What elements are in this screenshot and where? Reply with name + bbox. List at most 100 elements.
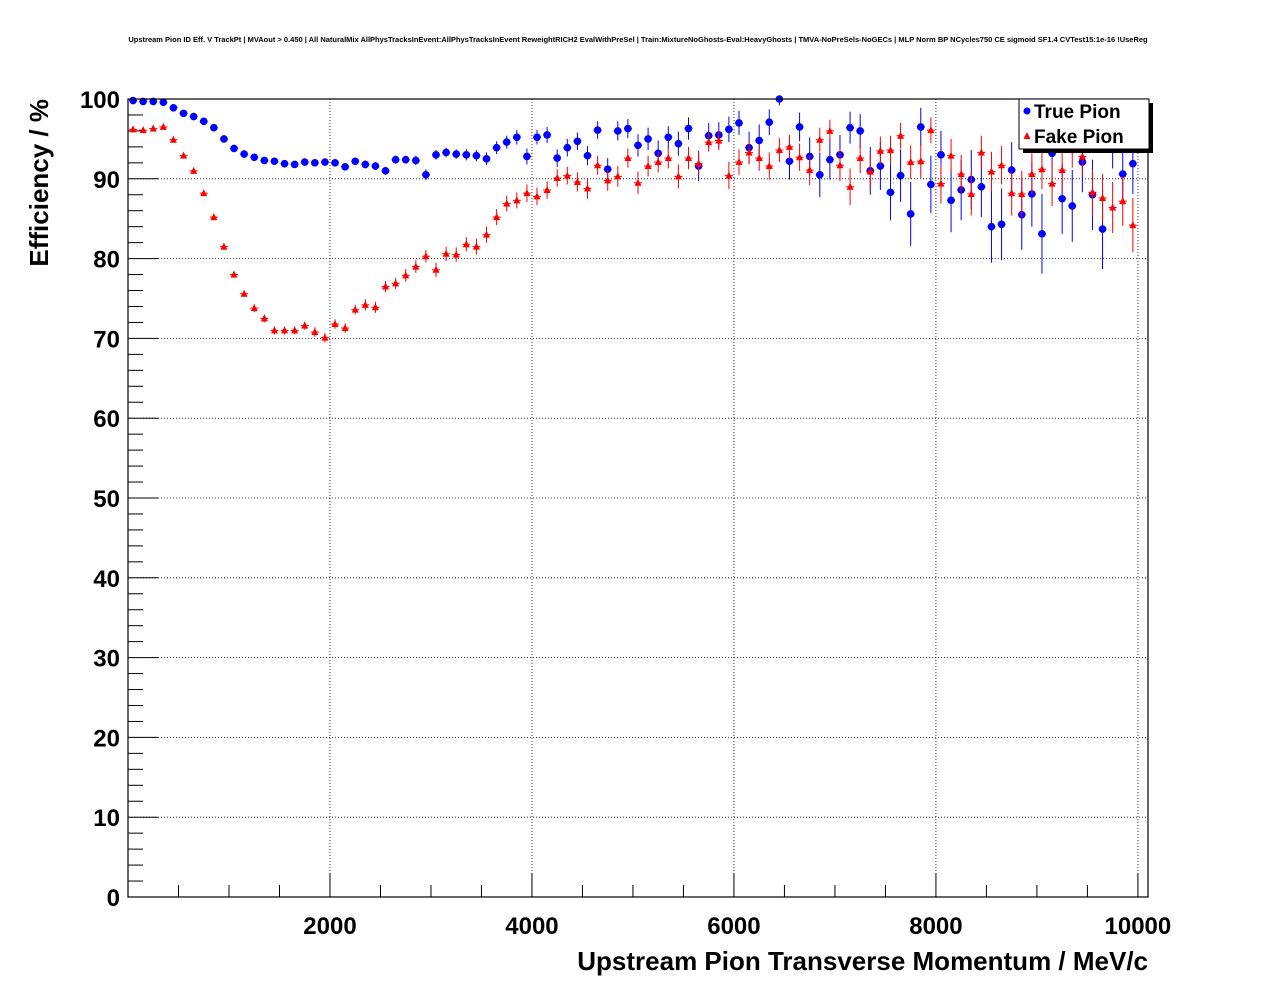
data-point xyxy=(1099,193,1107,201)
data-point xyxy=(139,126,147,134)
data-point xyxy=(311,159,319,167)
data-point xyxy=(906,210,915,218)
data-point xyxy=(947,196,955,205)
data-point xyxy=(492,143,501,152)
data-point xyxy=(1058,166,1066,174)
data-point xyxy=(311,328,319,336)
x-tick-label: 8000 xyxy=(909,913,962,940)
data-point xyxy=(634,178,642,186)
data-point xyxy=(401,155,410,164)
data-point xyxy=(796,153,804,161)
legend-label: True Pion xyxy=(1034,102,1121,123)
data-point xyxy=(1008,189,1016,197)
data-point xyxy=(220,242,228,250)
data-point xyxy=(290,160,299,169)
data-point xyxy=(412,262,420,270)
data-point xyxy=(573,137,582,146)
legend-box xyxy=(1018,98,1150,150)
legend-label: Fake Pion xyxy=(1034,127,1124,148)
data-point xyxy=(998,161,1006,169)
data-point xyxy=(452,250,460,258)
y-tick-label: 40 xyxy=(93,566,120,593)
data-point xyxy=(997,220,1006,229)
data-point xyxy=(725,171,733,179)
data-point xyxy=(957,170,965,178)
y-axis-title: Efficiency / % xyxy=(24,99,54,267)
y-tick-label: 20 xyxy=(93,725,120,752)
data-point xyxy=(947,151,955,159)
data-point xyxy=(210,213,218,221)
x-tick-label: 2000 xyxy=(303,913,356,940)
data-point xyxy=(432,151,440,159)
data-point xyxy=(624,124,632,133)
data-point xyxy=(179,109,188,118)
data-point xyxy=(674,172,682,180)
data-point xyxy=(624,154,632,162)
data-point xyxy=(654,158,662,166)
data-point xyxy=(442,148,450,157)
data-point xyxy=(129,96,137,105)
data-point xyxy=(603,165,612,174)
x-tick-label: 4000 xyxy=(505,913,558,940)
data-point xyxy=(614,172,622,180)
data-point xyxy=(533,133,541,142)
data-point xyxy=(674,139,683,148)
data-point xyxy=(644,162,652,170)
data-point xyxy=(765,162,773,170)
chart-title: Upstream Pion ID Eff. V TrackPt | MVAout… xyxy=(128,35,1148,44)
data-point xyxy=(897,131,905,139)
data-point xyxy=(826,155,834,164)
data-point xyxy=(513,196,521,204)
data-point xyxy=(280,159,289,168)
data-point xyxy=(391,155,400,164)
data-point xyxy=(735,158,743,166)
data-point xyxy=(573,177,581,185)
data-point xyxy=(392,279,400,287)
data-point xyxy=(270,157,279,166)
data-point xyxy=(402,271,410,279)
data-point xyxy=(806,166,814,174)
data-point xyxy=(250,153,259,162)
data-point xyxy=(1129,221,1137,229)
data-point xyxy=(381,167,390,175)
data-point xyxy=(169,135,177,143)
data-point xyxy=(1119,197,1127,205)
data-point xyxy=(815,171,824,179)
data-point xyxy=(240,289,248,297)
data-point xyxy=(836,161,844,169)
data-point xyxy=(1078,152,1086,160)
data-point xyxy=(300,158,309,166)
data-point xyxy=(866,167,874,175)
data-point xyxy=(189,112,198,121)
data-point xyxy=(937,151,945,159)
data-point xyxy=(210,123,218,132)
data-point xyxy=(230,144,238,153)
data-point xyxy=(1109,203,1117,211)
data-point xyxy=(927,126,935,134)
data-point xyxy=(695,159,703,167)
data-point xyxy=(927,180,935,189)
legend-marker xyxy=(1023,132,1031,139)
data-point xyxy=(715,136,723,144)
data-point xyxy=(361,300,369,308)
data-point xyxy=(331,159,339,167)
data-point xyxy=(725,125,733,134)
grid xyxy=(128,99,1148,897)
data-point xyxy=(916,123,925,131)
data-point xyxy=(775,146,783,154)
data-point xyxy=(594,161,602,169)
data-point xyxy=(462,151,471,159)
data-layer xyxy=(129,95,1137,343)
data-point xyxy=(1048,179,1056,187)
data-point xyxy=(553,174,561,182)
data-point xyxy=(634,141,642,150)
x-tick-label: 10000 xyxy=(1105,913,1172,940)
data-point xyxy=(664,133,673,142)
data-point xyxy=(886,188,895,197)
data-point xyxy=(584,184,592,192)
data-point xyxy=(583,151,592,160)
data-point xyxy=(816,135,824,143)
data-point xyxy=(785,142,793,150)
data-point xyxy=(200,189,208,197)
data-point xyxy=(755,136,763,145)
